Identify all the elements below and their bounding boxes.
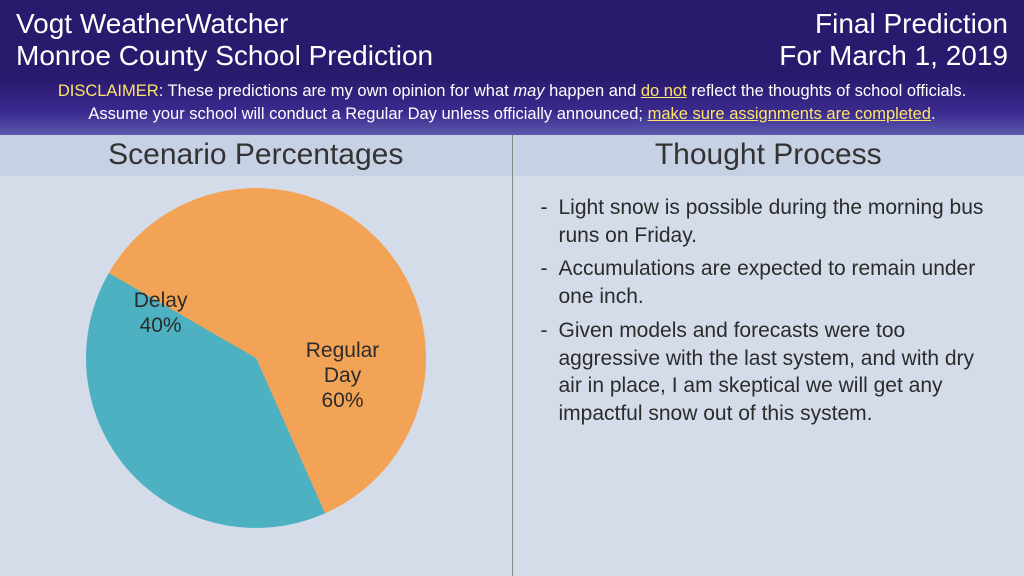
disclaimer-text-3: reflect the thoughts of school officials… [687,82,966,100]
header-right: Final Prediction For March 1, 2019 [779,8,1008,72]
header-left: Vogt WeatherWatcher Monroe County School… [16,8,433,72]
header-title-line2: Monroe County School Prediction [16,40,433,72]
thought-list: Light snow is possible during the mornin… [531,184,1007,428]
thought-item: Accumulations are expected to remain und… [537,255,1001,310]
thought-item: Given models and forecasts were too aggr… [537,317,1001,428]
disclaimer-underline-1: do not [641,82,687,100]
section-title-left: Scenario Percentages [0,135,512,176]
pie-slice-label: Delay40% [134,288,188,338]
content: Scenario Percentages RegularDay60% Delay4… [0,135,1024,576]
disclaimer-text-4: Assume your school will conduct a Regula… [88,105,647,123]
left-column: Scenario Percentages RegularDay60% Delay4… [0,135,513,576]
header-prediction-line2: For March 1, 2019 [779,40,1008,72]
disclaimer-label: DISCLAIMER [58,82,159,100]
disclaimer-text-2: happen and [545,82,641,100]
section-title-right: Thought Process [513,135,1024,176]
pie-chart-wrap: RegularDay60% Delay40% [86,188,426,528]
thought-item: Light snow is possible during the mornin… [537,194,1001,249]
header: Vogt WeatherWatcher Monroe County School… [0,0,1024,78]
page-root: Vogt WeatherWatcher Monroe County School… [0,0,1024,576]
header-title-line1: Vogt WeatherWatcher [16,8,433,40]
disclaimer-text-5: . [931,105,936,123]
disclaimer-underline-2: make sure assignments are completed [648,105,931,123]
header-prediction-line1: Final Prediction [779,8,1008,40]
pie-slice-label: RegularDay60% [306,338,380,414]
right-column: Thought Process Light snow is possible d… [513,135,1024,576]
disclaimer-italic: may [513,82,544,100]
disclaimer-text-1: : These predictions are my own opinion f… [159,82,514,100]
disclaimer: DISCLAIMER: These predictions are my own… [0,78,1024,135]
